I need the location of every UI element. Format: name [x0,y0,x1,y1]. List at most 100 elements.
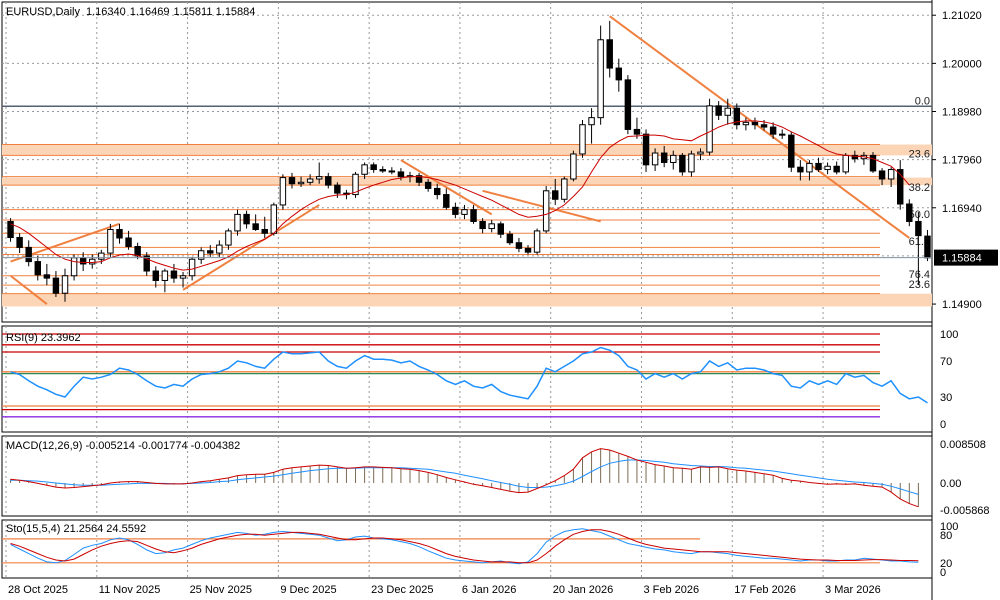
supply-zone [2,177,932,186]
candle-body [43,274,51,279]
ohlc-open: 1.16340 [86,6,126,18]
candle-body [197,250,205,260]
sto-tick-label: 20 [940,558,952,570]
macd-line [10,448,919,508]
x-tick-label: 3 Mar 2026 [825,584,881,596]
candle-body [424,181,432,189]
candle-body [216,244,223,254]
candle-body [379,169,386,172]
price-axis: 1.21020 1.20000 1.18980 1.17960 1.16940 1.149… [2,10,998,579]
macd-tick-label: 0.008508 [940,439,986,451]
candle-body [370,164,377,171]
fib-level-label: 50.0 [909,209,930,221]
candle-body [570,153,577,180]
candle-body [315,176,323,180]
candle-body [751,121,759,126]
candle-body [107,228,114,254]
chart-text: EURUSD,Daily 1.16340 1.16469 1.15811 1.15884… [6,6,255,535]
supply-zone [2,293,932,307]
x-tick-label: 17 Feb 2026 [734,584,796,596]
sto-tick-label: 0 [940,567,946,579]
candle-body [352,173,359,196]
candle-body [533,230,541,253]
fib-level-label: 23.6 [909,279,930,291]
ohlc-high: 1.16469 [130,6,170,18]
trendlines [9,15,910,305]
candle-body [515,242,523,249]
pane-main [1,1,933,323]
candle-body [134,245,141,257]
price-tick-label: 1.14900 [942,299,982,311]
trendline [482,189,601,223]
candle-body [697,151,704,155]
candle-body [606,39,613,69]
candle-body [733,107,741,126]
trendline [609,15,910,239]
fib-level-label: 23.6 [909,149,930,161]
candle-body [542,190,550,232]
candle-body [742,121,750,126]
candle-body [597,39,604,119]
candle-body [906,203,913,222]
trendline [9,274,48,305]
candle-body [125,237,132,247]
candle-body [25,246,32,263]
candle-body [479,220,486,230]
candle-body [869,154,877,172]
price-tick-label: 1.18980 [942,106,982,118]
candle-body [924,235,931,259]
candle-body [470,209,477,222]
candle-body [497,223,504,235]
candle-body [98,252,105,260]
candle-body [452,206,459,215]
price-tick-label: 1.20000 [942,58,982,70]
candle-body [660,152,668,163]
candle-body [715,105,722,116]
rsi-label: RSI(9) 23.3962 [6,332,81,344]
candle-body [851,154,859,160]
x-tick-label: 6 Jan 2026 [462,584,516,596]
candle-body [561,178,568,200]
candle-body [842,154,849,173]
trendline [182,204,320,291]
sto-k-line [10,528,919,565]
candle-body [434,187,441,196]
fib-level-label: 38.2 [909,182,930,194]
candle-body [915,220,922,237]
candle-body [161,270,169,281]
candle-body [778,133,786,136]
candle-body [116,228,123,239]
candle-body [261,228,268,234]
x-tick-label: 20 Jan 2026 [553,584,614,596]
x-tick-label: 25 Nov 2025 [190,584,252,596]
rsi-tick-label: 70 [940,356,952,368]
rsi-tick-label: 100 [940,329,958,341]
pane-rsi [1,325,933,433]
candle-body [824,165,831,171]
sto-label: Sto(15,5,4) 21.2564 24.5592 [6,523,146,535]
candle-body [143,255,150,272]
candle-body [252,223,259,230]
candle-body [270,204,278,234]
fib-level-label: 76.4 [909,269,930,281]
candle-body [769,126,777,135]
price-tick-label: 1.17960 [942,155,982,167]
x-tick-label: 3 Feb 2026 [643,584,699,596]
price-tick-label: 1.16940 [942,203,982,215]
candle-body [297,181,305,185]
fib-zones: 0.023.638.250.061.876.423.6 [2,95,932,307]
x-tick-label: 28 Oct 2025 [8,584,68,596]
ohlc-close: 1.15884 [216,6,256,18]
candle-body [288,177,296,185]
candle-body [361,164,368,175]
sto-tick-label: 80 [940,530,952,542]
candle-body [806,162,813,173]
macd-tick-label: -0.005868 [940,505,990,517]
candle-body [234,213,241,232]
candle-body [34,261,41,276]
symbol-label: EURUSD [6,6,53,18]
candle-body [706,105,713,153]
candle-body [61,275,69,294]
macd-tick-label: 0.00 [940,478,961,490]
